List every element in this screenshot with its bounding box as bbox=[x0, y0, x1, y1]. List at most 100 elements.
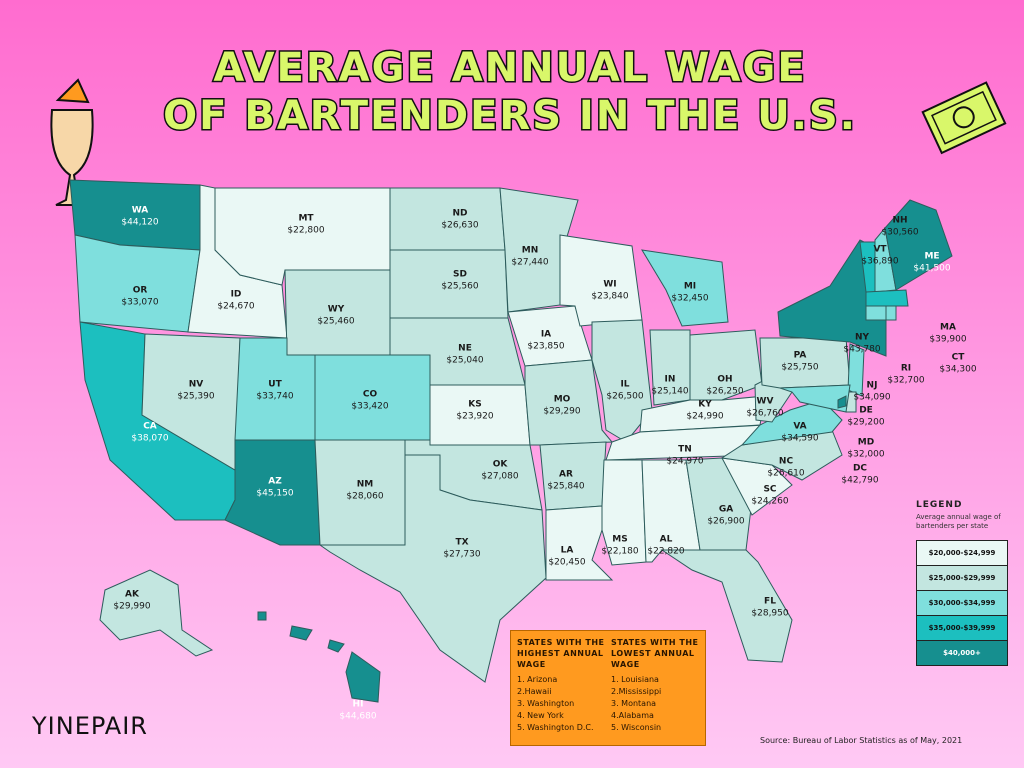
state-abbr: IL bbox=[620, 380, 629, 390]
state-abbr: NJ bbox=[867, 381, 878, 391]
legend-bin: $35,000-$39,999 bbox=[916, 615, 1008, 641]
state-abbr: AR bbox=[559, 470, 573, 480]
state-wage: $26,900 bbox=[707, 517, 744, 527]
state-abbr: TN bbox=[678, 445, 692, 455]
state-abbr: MI bbox=[684, 282, 696, 292]
state-abbr: DC bbox=[853, 464, 867, 474]
state-wage: $30,560 bbox=[881, 228, 918, 238]
state-wage: $22,180 bbox=[601, 547, 638, 557]
state-abbr: OK bbox=[493, 460, 509, 470]
state-shape bbox=[837, 395, 847, 409]
state-wage: $23,840 bbox=[591, 292, 628, 302]
state-wage: $39,900 bbox=[929, 335, 966, 345]
state-wage: $34,090 bbox=[853, 393, 890, 403]
state-abbr: NH bbox=[892, 216, 907, 226]
state-wage: $25,840 bbox=[547, 482, 584, 492]
state-wage: $22,820 bbox=[647, 547, 684, 557]
state-abbr: NE bbox=[458, 344, 472, 354]
state-wage: $33,740 bbox=[256, 392, 293, 402]
state-labels: WA $44,120 OR $33,070 CA $38,070 ID $24,670 NV $2… bbox=[113, 206, 976, 722]
state-wage: $23,920 bbox=[456, 412, 493, 422]
logo: YINEPAIR bbox=[32, 712, 148, 740]
list-item: 1. Arizona bbox=[517, 675, 558, 684]
state-shape bbox=[847, 343, 865, 397]
state-abbr: GA bbox=[719, 505, 733, 515]
state-wage: $26,500 bbox=[606, 392, 643, 402]
state-abbr: WI bbox=[603, 280, 616, 290]
state-shape bbox=[660, 549, 793, 663]
state-abbr: AL bbox=[660, 535, 673, 545]
legend: LEGEND Average annual wage of bartenders… bbox=[916, 500, 1008, 666]
state-shape bbox=[885, 305, 897, 321]
state-abbr: AZ bbox=[268, 477, 282, 487]
state-wage: $27,440 bbox=[511, 258, 548, 268]
state-wage: $25,390 bbox=[177, 392, 214, 402]
state-shape bbox=[559, 234, 643, 327]
list-item: 3. Montana bbox=[611, 699, 657, 708]
state-abbr: MS bbox=[612, 535, 627, 545]
legend-bin: $40,000+ bbox=[916, 640, 1008, 666]
source: Source: Bureau of Labor Statistics as of… bbox=[760, 736, 963, 745]
state-wage: $25,460 bbox=[317, 317, 354, 327]
list-item: 2.Hawaii bbox=[517, 687, 552, 696]
state-abbr: NC bbox=[779, 457, 794, 467]
state-abbr: AK bbox=[125, 590, 140, 600]
list-item: 2.Mississippi bbox=[611, 687, 662, 696]
state-wage: $26,250 bbox=[706, 387, 743, 397]
state-wage: $27,080 bbox=[481, 472, 518, 482]
state-wage: $25,040 bbox=[446, 356, 483, 366]
state-wage: $24,970 bbox=[666, 457, 703, 467]
state-abbr: SC bbox=[763, 485, 776, 495]
title-line: OF BARTENDERS IN THE U.S. bbox=[163, 93, 857, 139]
list-item: 5. Washington D.C. bbox=[517, 723, 594, 732]
state-wage: $32,700 bbox=[887, 376, 924, 386]
list-heading: STATES WITH THE LOWEST ANNUAL WAGE bbox=[611, 638, 699, 669]
ranking-box: STATES WITH THE HIGHEST ANNUAL WAGE 1. A… bbox=[510, 630, 706, 746]
state-abbr: MN bbox=[522, 246, 539, 256]
state-wage: $32,450 bbox=[671, 294, 708, 304]
state-wage: $44,680 bbox=[339, 712, 376, 722]
state-wage: $26,610 bbox=[767, 469, 804, 479]
state-abbr: PA bbox=[794, 351, 807, 361]
states bbox=[69, 179, 953, 703]
state-abbr: VA bbox=[793, 422, 806, 432]
state-wage: $24,990 bbox=[686, 412, 723, 422]
state-abbr: NY bbox=[855, 333, 870, 343]
state-abbr: NM bbox=[357, 480, 374, 490]
state-abbr: CA bbox=[143, 422, 157, 432]
state-wage: $41,500 bbox=[913, 264, 950, 274]
state-wage: $33,070 bbox=[121, 298, 158, 308]
state-abbr: UT bbox=[268, 380, 282, 390]
state-abbr: MT bbox=[298, 214, 314, 224]
list-item: 5. Wisconsin bbox=[611, 723, 662, 732]
state-wage: $24,260 bbox=[751, 497, 788, 507]
state-shape bbox=[74, 234, 201, 333]
state-wage: $28,950 bbox=[751, 609, 788, 619]
state-wage: $42,790 bbox=[841, 476, 878, 486]
state-wage: $29,200 bbox=[847, 418, 884, 428]
state-wage: $33,420 bbox=[351, 402, 388, 412]
state-abbr: CO bbox=[363, 390, 378, 400]
list-item: 1. Louisiana bbox=[611, 675, 659, 684]
lowest-list: STATES WITH THE LOWEST ANNUAL WAGE 1. Lo… bbox=[611, 637, 699, 739]
state-wage: $29,290 bbox=[543, 407, 580, 417]
state-abbr: KY bbox=[698, 400, 712, 410]
state-abbr: ME bbox=[924, 252, 939, 262]
state-abbr: HI bbox=[353, 700, 364, 710]
list-item: 3. Washington bbox=[517, 699, 575, 708]
state-wage: $23,850 bbox=[527, 342, 564, 352]
state-abbr: MD bbox=[858, 438, 874, 448]
state-abbr: IN bbox=[665, 375, 676, 385]
state-abbr: ND bbox=[452, 209, 467, 219]
state-wage: $45,150 bbox=[256, 489, 293, 499]
state-shape bbox=[591, 319, 653, 443]
list-heading: STATES WITH THE HIGHEST ANNUAL WAGE bbox=[517, 638, 605, 669]
state-abbr: WV bbox=[757, 397, 774, 407]
state-wage: $25,560 bbox=[441, 282, 478, 292]
state-abbr: OR bbox=[133, 286, 148, 296]
state-shape bbox=[257, 611, 381, 703]
state-shape bbox=[99, 569, 214, 657]
state-shape bbox=[740, 399, 843, 446]
